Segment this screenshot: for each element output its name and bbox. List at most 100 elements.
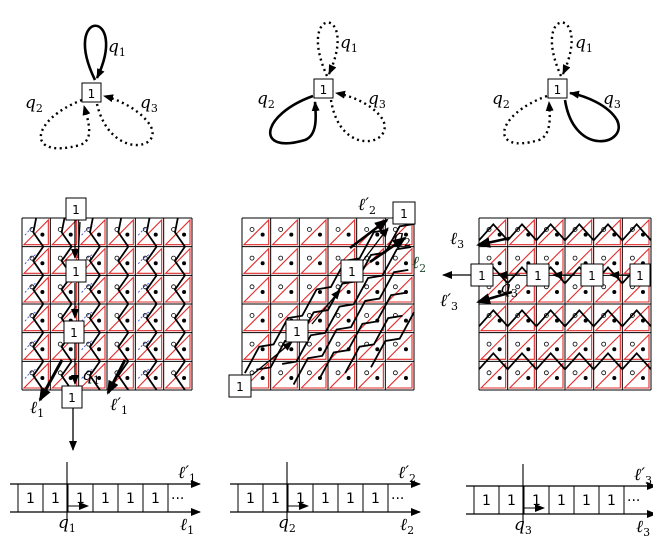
vertex-open [142,313,148,318]
strip-cell-label: 1 [76,491,85,507]
vertex-dot [68,289,73,294]
svg-text:q3: q3 [140,93,158,115]
l2-arrow [369,236,407,264]
vertex-open [142,370,148,376]
vertex-open [142,255,148,261]
strip-cell-label: 1 [532,493,541,509]
red-triangle [508,218,535,246]
vertex-dot [125,375,130,380]
vertex-dot [526,289,531,294]
strip-ellipsis: ··· [391,491,404,507]
vertex-open [515,255,521,261]
vertex-dot [612,347,617,352]
strip-cell-label: 1 [557,493,566,509]
vertex-open [572,284,578,290]
vertex-open [249,284,255,290]
red-triangle [565,333,593,360]
red-triangle [328,218,356,246]
vertex-dot [289,232,294,237]
svg-text:q2: q2 [393,227,411,249]
svg-text:ℓ3: ℓ3 [450,229,464,251]
quiver-3: 1 q1 q2 q3 [492,21,621,145]
vertex-open [486,341,492,347]
red-triangle [565,218,593,246]
vertex-dot [317,261,322,266]
strip-cell-label: 1 [371,491,380,507]
strip-top-label: ℓ′1 [178,463,196,485]
red-triangle [242,218,270,246]
red-triangle [357,276,384,303]
red-triangle [107,218,134,246]
vertex-open [335,313,341,318]
vertex-dot [153,289,158,294]
red-triangle [164,275,191,303]
vertex-dot [497,261,502,266]
vertex-dot [97,318,102,323]
vertex-open [364,313,370,318]
vertex-open [601,370,607,376]
vertex-open [29,255,35,261]
quiver-node [81,82,102,103]
vertex-open [335,341,341,347]
vertex-dot [403,232,408,237]
vertex-dot [125,347,130,352]
red-triangle [22,218,49,246]
svg-text:1: 1 [68,391,76,405]
strip-top-label: ℓ′2 [398,463,416,485]
vertex-dot [153,318,158,323]
loop-q3-dotted [95,94,154,147]
red-triangle [565,362,593,389]
red-triangle [136,275,163,303]
vertex-dot [317,232,322,237]
zigzag-path [32,217,45,391]
vertex-dot [182,289,187,294]
l1-arrow [38,359,64,402]
vertex-open [114,341,120,347]
blue-dotted-edge [137,253,152,265]
svg-text:1: 1 [588,269,596,283]
vertex-open [171,370,176,376]
zigzag-path [173,217,187,391]
vertex-dot [182,261,187,266]
vertex-open [86,341,91,347]
vertex-open [629,370,635,376]
red-triangle [136,361,163,389]
vertex-open [515,370,521,376]
zigzag-path [318,291,406,380]
vertex-open [249,341,255,347]
blue-dotted-edge [137,339,152,351]
blue-dotted-edge [24,339,38,351]
red-triangle [594,362,621,389]
svg-text:q1: q1 [340,33,358,55]
vertex-open [171,284,176,290]
l1p-arrow [106,359,127,395]
svg-text:ℓ2: ℓ2 [412,253,426,275]
vertex-dot [153,261,158,266]
blue-dotted-edge [24,253,38,265]
red-triangle [300,276,327,303]
vertex-open [515,284,521,290]
vertex-dot [125,232,130,237]
vertex-open [601,341,607,347]
svg-text:1: 1 [400,207,408,221]
vertex-open [86,284,91,290]
vertex-dot [260,232,265,237]
red-triangle [22,361,49,389]
svg-text:q1: q1 [108,37,126,59]
vertex-open [335,370,341,376]
red-triangle [594,304,621,332]
strip-cell-label: 1 [26,491,35,507]
red-triangle [300,247,327,274]
vertex-dot [260,289,265,294]
zigzag-path [478,308,652,328]
red-triangle [565,276,593,303]
red-triangle [386,247,413,274]
vertex-dot [554,289,559,294]
red-triangle [51,218,78,246]
svg-text:1: 1 [348,265,356,279]
vertex-dot [640,347,645,352]
red-triangle [164,247,191,274]
red-triangle [537,304,564,332]
red-triangle [479,333,507,360]
red-triangle [164,361,191,389]
